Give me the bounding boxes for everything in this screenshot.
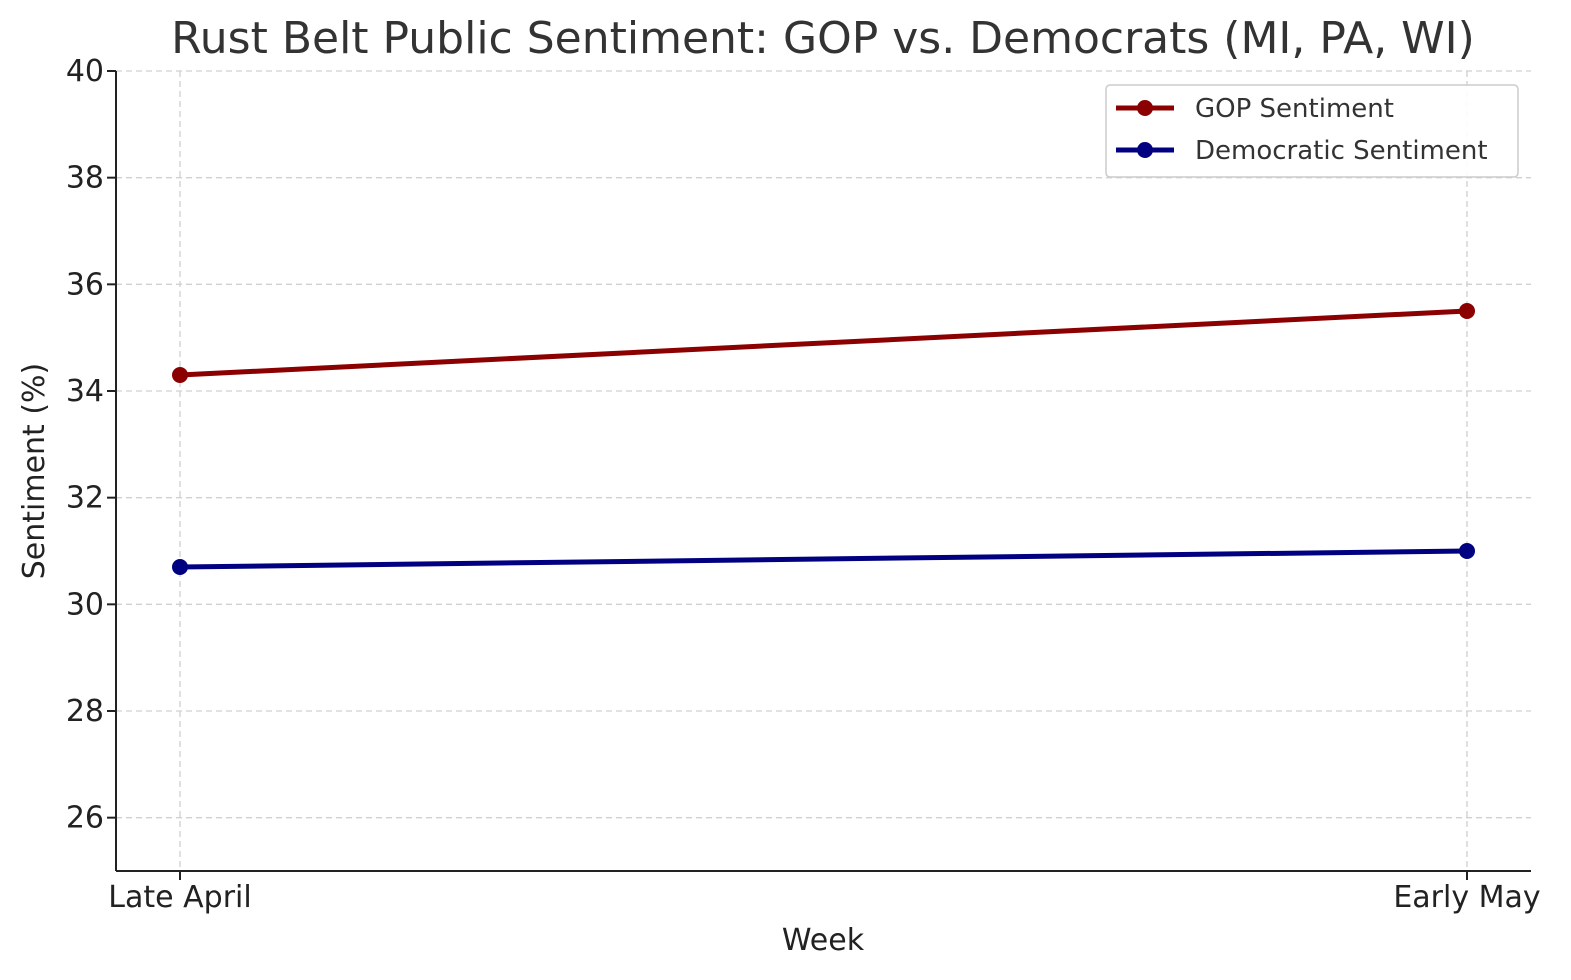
legend-marker [1137, 142, 1153, 158]
legend-marker [1137, 100, 1153, 116]
x-axis-label: Week [782, 923, 865, 958]
y-tick-label: 26 [66, 801, 104, 836]
y-tick-label: 40 [66, 54, 104, 89]
legend-label: GOP Sentiment [1195, 94, 1394, 124]
data-point [1459, 543, 1475, 559]
x-tick-label: Late April [108, 880, 251, 915]
series [172, 303, 1475, 575]
y-tick-label: 38 [66, 161, 104, 196]
y-tick-label: 36 [66, 267, 104, 302]
grid [116, 70, 1531, 871]
axes: 26 28 30 32 34 36 38 40 Late April Early May [66, 54, 1541, 915]
y-tick-label: 32 [66, 481, 104, 516]
series-line-0 [179, 308, 1468, 378]
data-point [1459, 303, 1475, 319]
legend-box [1105, 84, 1519, 178]
legend: GOP Sentiment Democratic Sentiment [1105, 84, 1519, 178]
x-tick-label: Early May [1393, 880, 1540, 915]
data-point [172, 367, 188, 383]
data-point [172, 559, 188, 575]
chart-title: Rust Belt Public Sentiment: GOP vs. Demo… [171, 13, 1475, 64]
y-tick-label: 34 [66, 374, 104, 409]
y-tick-label: 28 [66, 694, 104, 729]
legend-label: Democratic Sentiment [1195, 136, 1488, 166]
series-line-1 [179, 548, 1468, 570]
y-axis-label: Sentiment (%) [17, 363, 52, 580]
y-tick-label: 30 [66, 587, 104, 622]
